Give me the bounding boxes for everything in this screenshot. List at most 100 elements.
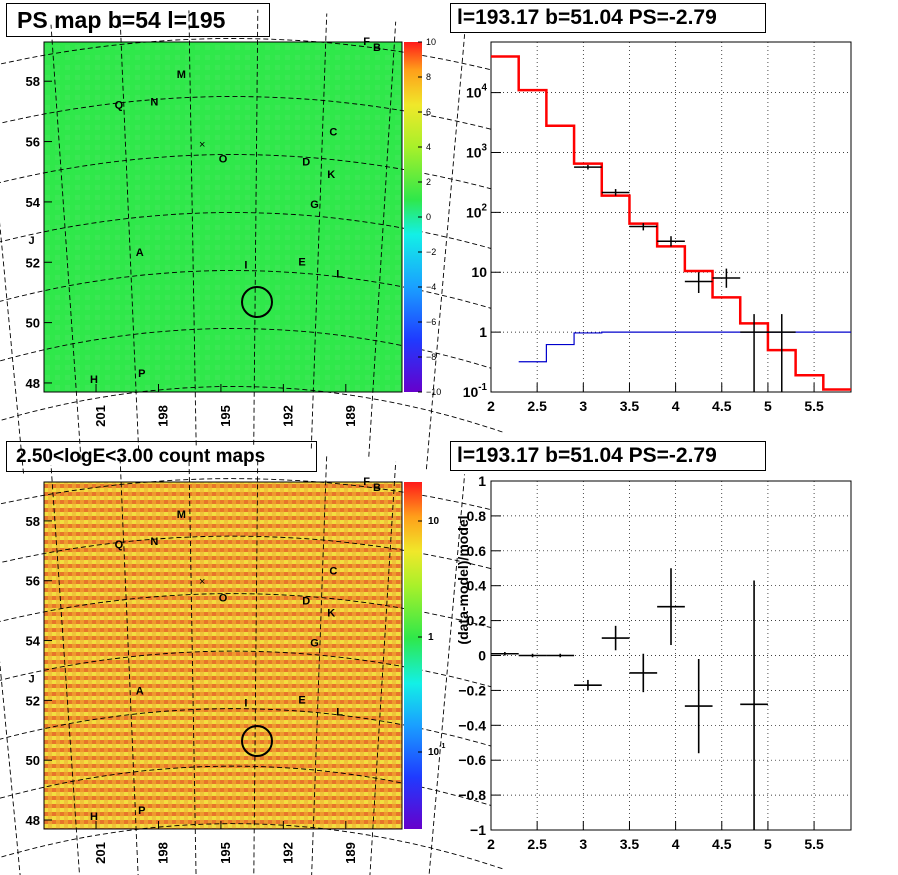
source-label: L: [336, 706, 343, 718]
y-tick-label: 1: [478, 473, 486, 489]
source-label: Q: [115, 539, 124, 551]
top-left-panel-title: PS map b=54 l=195: [6, 3, 270, 37]
y-tick-label: −0.4: [458, 717, 486, 733]
meridian-line: [310, 13, 328, 449]
ps-map-colorbar: [404, 42, 422, 392]
source-label: M: [177, 509, 186, 521]
colorbar-tick-label: 1: [428, 632, 434, 643]
parallel-line: [0, 386, 503, 433]
colorbar-tick-label: −2: [426, 247, 436, 257]
source-label: O: [219, 593, 228, 605]
y-tick-label: 56: [26, 574, 40, 589]
spectrum-x-ticks: 2 2.5 3 3.5 4 4.5 5 5.5: [487, 383, 824, 414]
ps-map-colorbar-ticks: 10 8 6 4 2 0 −2 −4 −6 −8 −10: [418, 37, 441, 397]
meridian-line: [119, 15, 140, 451]
source-label: K: [327, 169, 335, 181]
y-tick-label: 48: [26, 813, 40, 828]
meridian-line: [50, 24, 82, 460]
ps-map-coordinate-grid: [0, 9, 545, 474]
colorbar-tick-label: 10: [426, 37, 436, 47]
source-label: C: [329, 566, 337, 578]
y-tick-label: 0.4: [467, 578, 487, 594]
meridian-line: [188, 10, 197, 446]
colorbar-tick-label: 4: [426, 142, 431, 152]
parallel-line: [0, 535, 538, 582]
parallel-line: [0, 823, 503, 870]
residual-grid: [490, 480, 851, 831]
y-tick-label: 50: [26, 316, 40, 331]
source-label: G: [310, 199, 319, 211]
source-label: E: [298, 256, 305, 268]
y-tick-label: 58: [26, 514, 40, 529]
ps-map-y-ticks: 58 56 54 52 50 48: [26, 74, 52, 391]
colorbar-tick-label: 6: [426, 107, 431, 117]
meridian-line: [369, 461, 397, 875]
residual-panel: 2 2.5 3 3.5 4 4.5 5 5.5 1 0.8 0.6 0.4 0.2 0 −0.2 −0.4 −…: [455, 473, 852, 852]
source-label: Q: [115, 99, 124, 111]
x-tick-label: 4: [672, 398, 680, 414]
y-tick-label: −1: [470, 822, 486, 838]
y-tick-label: 54: [26, 195, 41, 210]
colorbar-tick-label: −4: [426, 282, 436, 292]
x-tick-label: 189: [343, 842, 358, 864]
y-tick-label: 1: [479, 324, 487, 340]
y-tick-label: 0.6: [467, 543, 487, 559]
colorbar-tick-label: 2: [426, 177, 431, 187]
y-tick-label: 54: [26, 634, 41, 649]
source-label: D: [302, 157, 310, 169]
source-label: A: [136, 247, 144, 259]
source-label: G: [310, 638, 319, 650]
x-tick-label: 198: [155, 405, 170, 427]
x-tick-label: 3.5: [620, 398, 640, 414]
source-label: H: [90, 811, 98, 823]
ps-map-x-ticks: 201 198 195 192 189: [93, 384, 358, 427]
source-label: P: [138, 805, 145, 817]
x-tick-label: 192: [280, 842, 295, 864]
parallel-line: [0, 650, 524, 697]
residual-y-ticks: 1 0.8 0.6 0.4 0.2 0 −0.2 −0.4 −0.6 −0.8 −1: [458, 473, 501, 838]
y-tick-label: 58: [26, 74, 40, 89]
x-tick-label: 3: [579, 398, 587, 414]
residual-points: [491, 568, 768, 830]
model-total-histogram: [491, 55, 851, 391]
source-label: H: [90, 374, 98, 386]
count-map-colorbar: [404, 482, 422, 829]
meridian-line: [50, 464, 80, 875]
parallel-line: [0, 478, 545, 525]
count-map-colorbar-ticks: 10 1 10-1: [418, 516, 445, 758]
colorbar-tick-label: 10-1: [428, 743, 445, 758]
ps-map-plot-area: [44, 42, 402, 392]
y-tick-label: 10-1: [463, 382, 488, 400]
source-label: D: [302, 596, 310, 608]
y-tick-label: 0.2: [467, 613, 487, 629]
parallel-line: [0, 212, 524, 259]
source-label: C: [329, 127, 337, 139]
count-map-cross-marker: ×: [199, 576, 205, 588]
source-label: I: [244, 259, 247, 271]
x-tick-label: 5: [764, 836, 772, 852]
x-tick-label: 195: [218, 842, 233, 864]
residual-y-axis-label: (data-model)/model: [455, 515, 471, 644]
y-tick-label: 52: [26, 693, 40, 708]
parallel-line: [0, 38, 545, 85]
x-tick-label: 189: [343, 405, 358, 427]
source-label: J: [28, 235, 34, 247]
meridian-line: [368, 21, 397, 457]
source-label: P: [138, 368, 145, 380]
x-tick-label: 5.5: [804, 398, 824, 414]
count-map-y-ticks: 58 56 54 52 50 48: [26, 514, 52, 828]
y-tick-label: 0: [478, 648, 486, 664]
parallel-line: [0, 96, 538, 143]
source-label: B: [373, 482, 381, 494]
top-right-panel-title: l=193.17 b=51.04 PS=-2.79: [450, 3, 766, 33]
x-tick-label: 4.5: [712, 836, 732, 852]
source-label: K: [327, 608, 335, 620]
bottom-left-panel-title: 2.50<logE<3.00 count maps: [6, 441, 317, 472]
y-tick-label: 56: [26, 135, 40, 150]
parallel-line: [0, 593, 531, 640]
x-tick-label: 5: [764, 398, 772, 414]
x-tick-label: 201: [93, 405, 108, 427]
parallel-line: [0, 154, 531, 201]
colorbar-tick-label: 0: [426, 212, 431, 222]
